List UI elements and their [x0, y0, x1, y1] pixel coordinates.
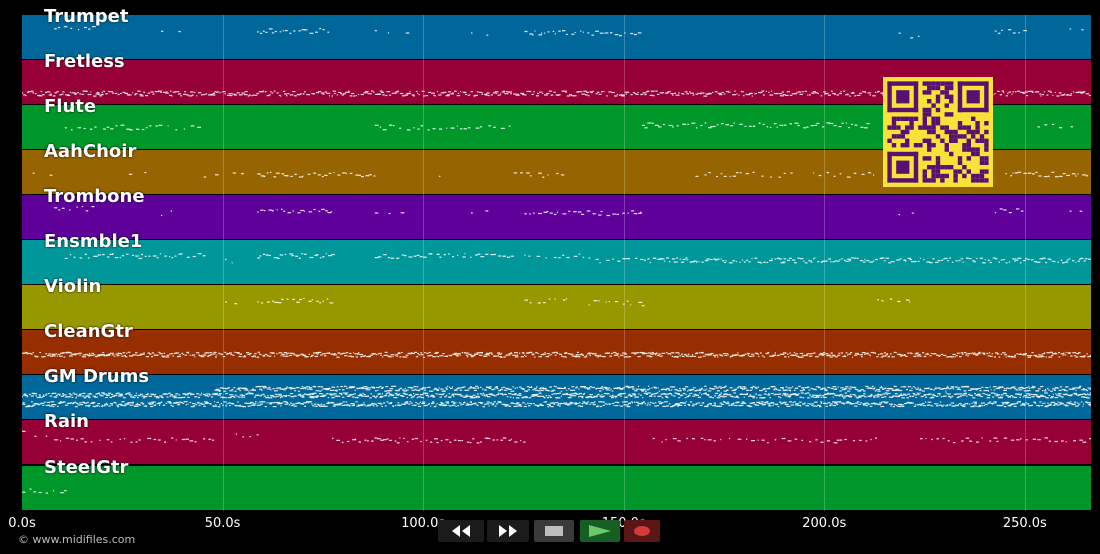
fast-forward-icon	[499, 525, 517, 537]
track-lane[interactable]	[22, 330, 1091, 374]
rewind-button[interactable]	[438, 520, 484, 542]
track-name-label: Rain	[44, 411, 89, 432]
track-name-label: CleanGtr	[44, 321, 133, 342]
note-marks	[22, 488, 67, 494]
time-tick-label: 200.0s	[802, 516, 847, 531]
time-tick-label: 250.0s	[1002, 516, 1047, 531]
copyright-text: © www.midifiles.com	[18, 533, 136, 546]
record-icon	[634, 526, 650, 536]
track-lane[interactable]	[22, 195, 1091, 239]
grid-line	[1025, 15, 1026, 511]
grid-line	[624, 15, 625, 511]
track-lane[interactable]	[22, 375, 1091, 419]
grid-line	[423, 15, 424, 511]
rewind-icon	[452, 525, 470, 537]
track-name-label: AahChoir	[44, 141, 137, 162]
stop-button[interactable]	[534, 520, 574, 542]
track-name-label: Fretless	[44, 51, 125, 72]
time-tick-label: 0.0s	[8, 516, 36, 531]
play-icon	[589, 525, 611, 537]
note-marks	[54, 206, 1083, 217]
grid-line	[824, 15, 825, 511]
time-tick-label: 100.0s	[401, 516, 446, 531]
note-marks	[64, 253, 1091, 264]
track-name-label: GM Drums	[44, 366, 150, 387]
note-marks	[32, 171, 1089, 178]
track-name-label: Violin	[44, 276, 102, 297]
track-lane[interactable]	[22, 466, 1091, 510]
fast-forward-button[interactable]	[487, 520, 529, 542]
track-name-label: Flute	[44, 96, 97, 117]
track-name-label: SteelGtr	[44, 457, 129, 478]
track-lane[interactable]	[22, 420, 1091, 464]
note-marks	[64, 122, 1073, 131]
grid-line	[223, 15, 224, 511]
track-lane[interactable]	[22, 285, 1091, 329]
track-name-label: Ensmble1	[44, 231, 143, 252]
qr-code-icon[interactable]	[883, 77, 993, 187]
stop-icon	[545, 526, 563, 536]
note-marks	[225, 297, 911, 307]
note-marks	[54, 26, 1084, 39]
note-marks	[22, 351, 1091, 358]
track-lane[interactable]	[22, 240, 1091, 284]
record-button[interactable]	[624, 520, 660, 542]
play-button[interactable]	[580, 520, 620, 542]
track-name-label: Trumpet	[44, 6, 129, 27]
note-marks	[22, 385, 1091, 408]
track-name-label: Trombone	[44, 186, 145, 207]
time-tick-label: 50.0s	[204, 516, 241, 531]
note-marks	[22, 430, 1091, 444]
track-lane[interactable]	[22, 15, 1091, 59]
